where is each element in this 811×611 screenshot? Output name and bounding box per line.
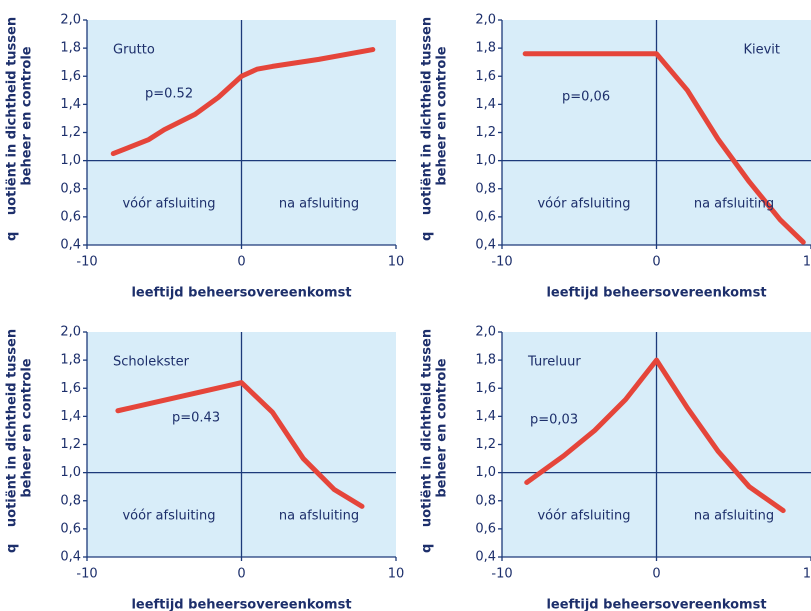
x-axis-label: leeftijd beheersovereenkomst [131, 286, 351, 301]
species-label: Grutto [113, 43, 155, 58]
y-axis-label: beheer en controle [20, 358, 35, 497]
data-line [110, 47, 376, 157]
period-label: vóór afsluiting [537, 197, 630, 212]
x-tick-label: 10 [388, 567, 405, 582]
y-tick-label: 1,0 [60, 465, 81, 480]
x-tick-label: 10 [803, 255, 811, 270]
x-tick-label: -10 [76, 255, 97, 270]
period-label: na afsluiting [694, 197, 774, 212]
y-tick-label: 0,6 [60, 521, 81, 536]
y-tick-label: 2,0 [60, 13, 81, 28]
species-label: Kievit [743, 43, 780, 58]
y-tick-label: 1,6 [475, 69, 496, 84]
p-value-label: p=0,06 [562, 90, 610, 105]
x-axis-label: leeftijd beheersovereenkomst [546, 598, 766, 611]
period-label: vóór afsluiting [122, 197, 215, 212]
y-tick-label: 1,0 [475, 465, 496, 480]
y-tick-label: 1,8 [475, 41, 496, 56]
x-tick-label: 10 [388, 255, 405, 270]
y-tick-label: 2,0 [475, 13, 496, 28]
x-axis-label: leeftijd beheersovereenkomst [131, 598, 351, 611]
x-tick-label: 0 [237, 567, 245, 582]
x-axis-label: leeftijd beheersovereenkomst [546, 286, 766, 301]
y-tick-label: 1,2 [475, 437, 496, 452]
x-tick-label: 0 [652, 255, 660, 270]
y-tick-label: 1,0 [475, 153, 496, 168]
y-tick-label: 0,8 [475, 181, 496, 196]
y-tick-label: 0,6 [60, 209, 81, 224]
y-tick-label: 1,4 [475, 409, 496, 424]
y-tick-label: 1,2 [60, 437, 81, 452]
x-tick-label: -10 [76, 567, 97, 582]
y-tick-label: 0,4 [60, 550, 81, 565]
y-axis-label: beheer en controle [435, 358, 450, 497]
species-label: Scholekster [113, 355, 190, 370]
y-tick-label: 0,4 [60, 238, 81, 253]
y-tick-label: 1,8 [475, 353, 496, 368]
period-label: na afsluiting [279, 509, 359, 524]
y-tick-label: 1,6 [60, 381, 81, 396]
y-tick-label: 0,8 [475, 493, 496, 508]
y-tick-label: 1,2 [475, 125, 496, 140]
y-tick-label: 1,4 [60, 409, 81, 424]
x-tick-label: -10 [491, 567, 512, 582]
species-label: Tureluur [527, 355, 581, 370]
y-tick-label: 2,0 [60, 325, 81, 340]
x-tick-label: 0 [237, 255, 245, 270]
p-value-label: p=0,03 [530, 413, 578, 428]
y-axis-label: uotiënt in dichtheid tussen [5, 329, 20, 527]
y-tick-label: 1,6 [60, 69, 81, 84]
y-tick-label: 1,2 [60, 125, 81, 140]
y-tick-label: 1,6 [475, 381, 496, 396]
period-label: na afsluiting [694, 509, 774, 524]
y-tick-label: 2,0 [475, 325, 496, 340]
x-tick-label: -10 [491, 255, 512, 270]
x-tick-label: 0 [652, 567, 660, 582]
y-axis-label: q [420, 232, 435, 241]
y-axis-label: uotiënt in dichtheid tussen [420, 329, 435, 527]
y-tick-label: 1,0 [60, 153, 81, 168]
y-axis-label: uotiënt in dichtheid tussen [5, 17, 20, 215]
data-line [522, 51, 806, 245]
y-tick-label: 1,8 [60, 41, 81, 56]
y-axis-label: q [420, 544, 435, 553]
y-tick-label: 1,4 [475, 97, 496, 112]
y-tick-label: 0,4 [475, 238, 496, 253]
y-tick-label: 0,6 [475, 521, 496, 536]
period-label: na afsluiting [279, 197, 359, 212]
period-label: vóór afsluiting [537, 509, 630, 524]
p-value-label: p=0.43 [172, 411, 220, 426]
y-tick-label: 0,4 [475, 550, 496, 565]
y-axis-label: q [5, 544, 20, 553]
y-tick-label: 0,6 [475, 209, 496, 224]
y-axis-label: beheer en controle [435, 46, 450, 185]
y-axis-label: beheer en controle [20, 46, 35, 185]
y-tick-label: 1,4 [60, 97, 81, 112]
x-tick-label: 10 [803, 567, 811, 582]
data-line [524, 357, 786, 514]
p-value-label: p=0.52 [145, 87, 193, 102]
y-tick-label: 1,8 [60, 353, 81, 368]
period-label: vóór afsluiting [122, 509, 215, 524]
data-line [115, 380, 365, 509]
y-tick-label: 0,8 [60, 181, 81, 196]
y-axis-label: q [5, 232, 20, 241]
y-tick-label: 0,8 [60, 493, 81, 508]
y-axis-label: uotiënt in dichtheid tussen [420, 17, 435, 215]
